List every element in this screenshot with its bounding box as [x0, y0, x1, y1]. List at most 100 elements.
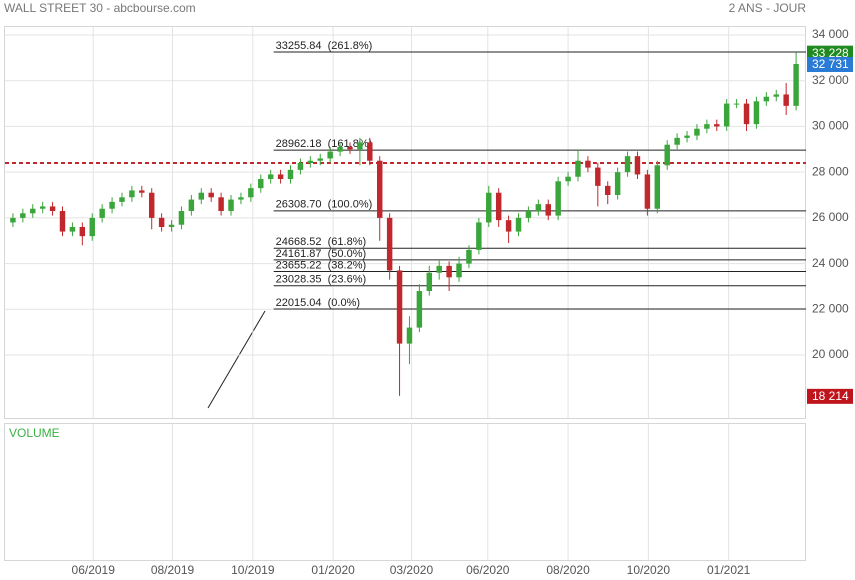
- candle-body: [109, 201, 115, 209]
- y-tick-label: 20 000: [812, 347, 849, 361]
- fib-ratio: (100.0%): [328, 199, 373, 211]
- candle-body: [208, 192, 214, 198]
- fib-ratio: (0.0%): [328, 297, 360, 309]
- candle-body: [723, 103, 730, 127]
- candle-body: [89, 217, 95, 237]
- candle-body: [69, 227, 76, 232]
- x-tick-label: 01/2021: [707, 563, 751, 577]
- x-tick-label: 06/2020: [466, 563, 510, 577]
- fib-value: 23028.35: [276, 274, 322, 286]
- candle-body: [158, 217, 165, 228]
- candle-body: [277, 174, 284, 180]
- candle-body: [327, 151, 333, 159]
- candle-body: [664, 144, 670, 166]
- candle-body: [605, 185, 611, 196]
- candle-body: [654, 165, 661, 209]
- volume-label: VOLUME: [9, 426, 60, 440]
- candle-body: [674, 137, 680, 145]
- y-tick-label: 28 000: [812, 164, 849, 178]
- candle-body: [763, 96, 770, 102]
- y-tick-label: 34 000: [812, 27, 849, 41]
- candle-body: [505, 220, 512, 232]
- candle-body: [129, 190, 135, 198]
- candle-body: [446, 265, 452, 278]
- y-tick-label: 22 000: [812, 301, 849, 315]
- candle-body: [694, 128, 700, 136]
- candle-body: [624, 156, 631, 173]
- candle-body: [386, 217, 393, 271]
- candle-body: [595, 167, 601, 186]
- y-tick-label: 26 000: [812, 210, 849, 224]
- candle-body: [99, 208, 105, 218]
- y-tick-label: 30 000: [812, 119, 849, 133]
- candle-body: [555, 181, 561, 216]
- candle-body: [476, 222, 482, 250]
- x-tick-label: 01/2020: [311, 563, 355, 577]
- candle-body: [545, 204, 551, 216]
- volume-frame: [4, 423, 806, 561]
- candle-body: [426, 272, 433, 292]
- candle-body: [307, 160, 314, 164]
- candle-body: [743, 103, 750, 125]
- candle-body: [714, 124, 720, 127]
- price-tag-label: 18 214: [812, 389, 849, 403]
- candle-body: [704, 124, 710, 129]
- fib-value: 26308.70: [276, 199, 322, 211]
- candle-body: [49, 206, 56, 212]
- fib-trend-line: [207, 310, 266, 409]
- candle-body: [525, 211, 532, 218]
- fib-ratio: (50.0%): [328, 248, 367, 260]
- candle-body: [486, 192, 492, 223]
- price-tag: [807, 45, 853, 61]
- candle-body: [188, 199, 195, 212]
- candle-body: [753, 101, 760, 125]
- candle-body: [466, 249, 472, 264]
- price-tag: [807, 57, 853, 73]
- x-tick-label: 08/2020: [546, 563, 590, 577]
- candle-body: [367, 142, 373, 161]
- candle-body: [267, 174, 274, 180]
- candle-body: [783, 94, 789, 106]
- x-tick-label: 06/2019: [72, 563, 116, 577]
- candle-body: [347, 147, 353, 150]
- candle-body: [10, 217, 16, 223]
- candle-body: [178, 211, 185, 225]
- fib-value: 28962.18: [276, 138, 322, 150]
- candle-body: [20, 213, 26, 218]
- candle-body: [317, 158, 323, 161]
- candle-body: [30, 208, 36, 214]
- candle-body: [39, 206, 46, 209]
- candle-body: [119, 197, 125, 202]
- y-tick-label: 24 000: [812, 256, 849, 270]
- candle-body: [733, 103, 740, 105]
- candle-body: [644, 174, 651, 209]
- candle-body: [535, 204, 542, 212]
- candle-body: [376, 160, 383, 218]
- fib-ratio: (38.2%): [328, 259, 367, 271]
- candle-body: [684, 135, 690, 138]
- candle-body: [168, 224, 175, 228]
- candle-body: [416, 291, 423, 328]
- candle-body: [258, 179, 264, 189]
- fib-value: 24161.87: [276, 248, 322, 260]
- candle-body: [59, 211, 66, 232]
- x-tick-label: 10/2020: [627, 563, 671, 577]
- candle-body: [297, 163, 304, 170]
- candle-body: [456, 263, 462, 278]
- fib-value: 24668.52: [276, 236, 322, 248]
- candle-body: [238, 197, 244, 200]
- candle-body: [575, 160, 581, 177]
- candle-body: [773, 94, 779, 97]
- candle-body: [585, 160, 591, 168]
- candle-body: [634, 156, 641, 175]
- period-label: 2 ANS - JOUR: [729, 1, 807, 15]
- x-tick-label: 10/2019: [231, 563, 275, 577]
- price-tag-label: 33 228: [812, 46, 849, 60]
- candle-body: [79, 227, 86, 237]
- candle-body: [139, 190, 145, 193]
- candle-body: [248, 188, 254, 198]
- fib-ratio: (23.6%): [328, 274, 367, 286]
- x-tick-label: 03/2020: [390, 563, 434, 577]
- fib-ratio: (61.8%): [328, 236, 367, 248]
